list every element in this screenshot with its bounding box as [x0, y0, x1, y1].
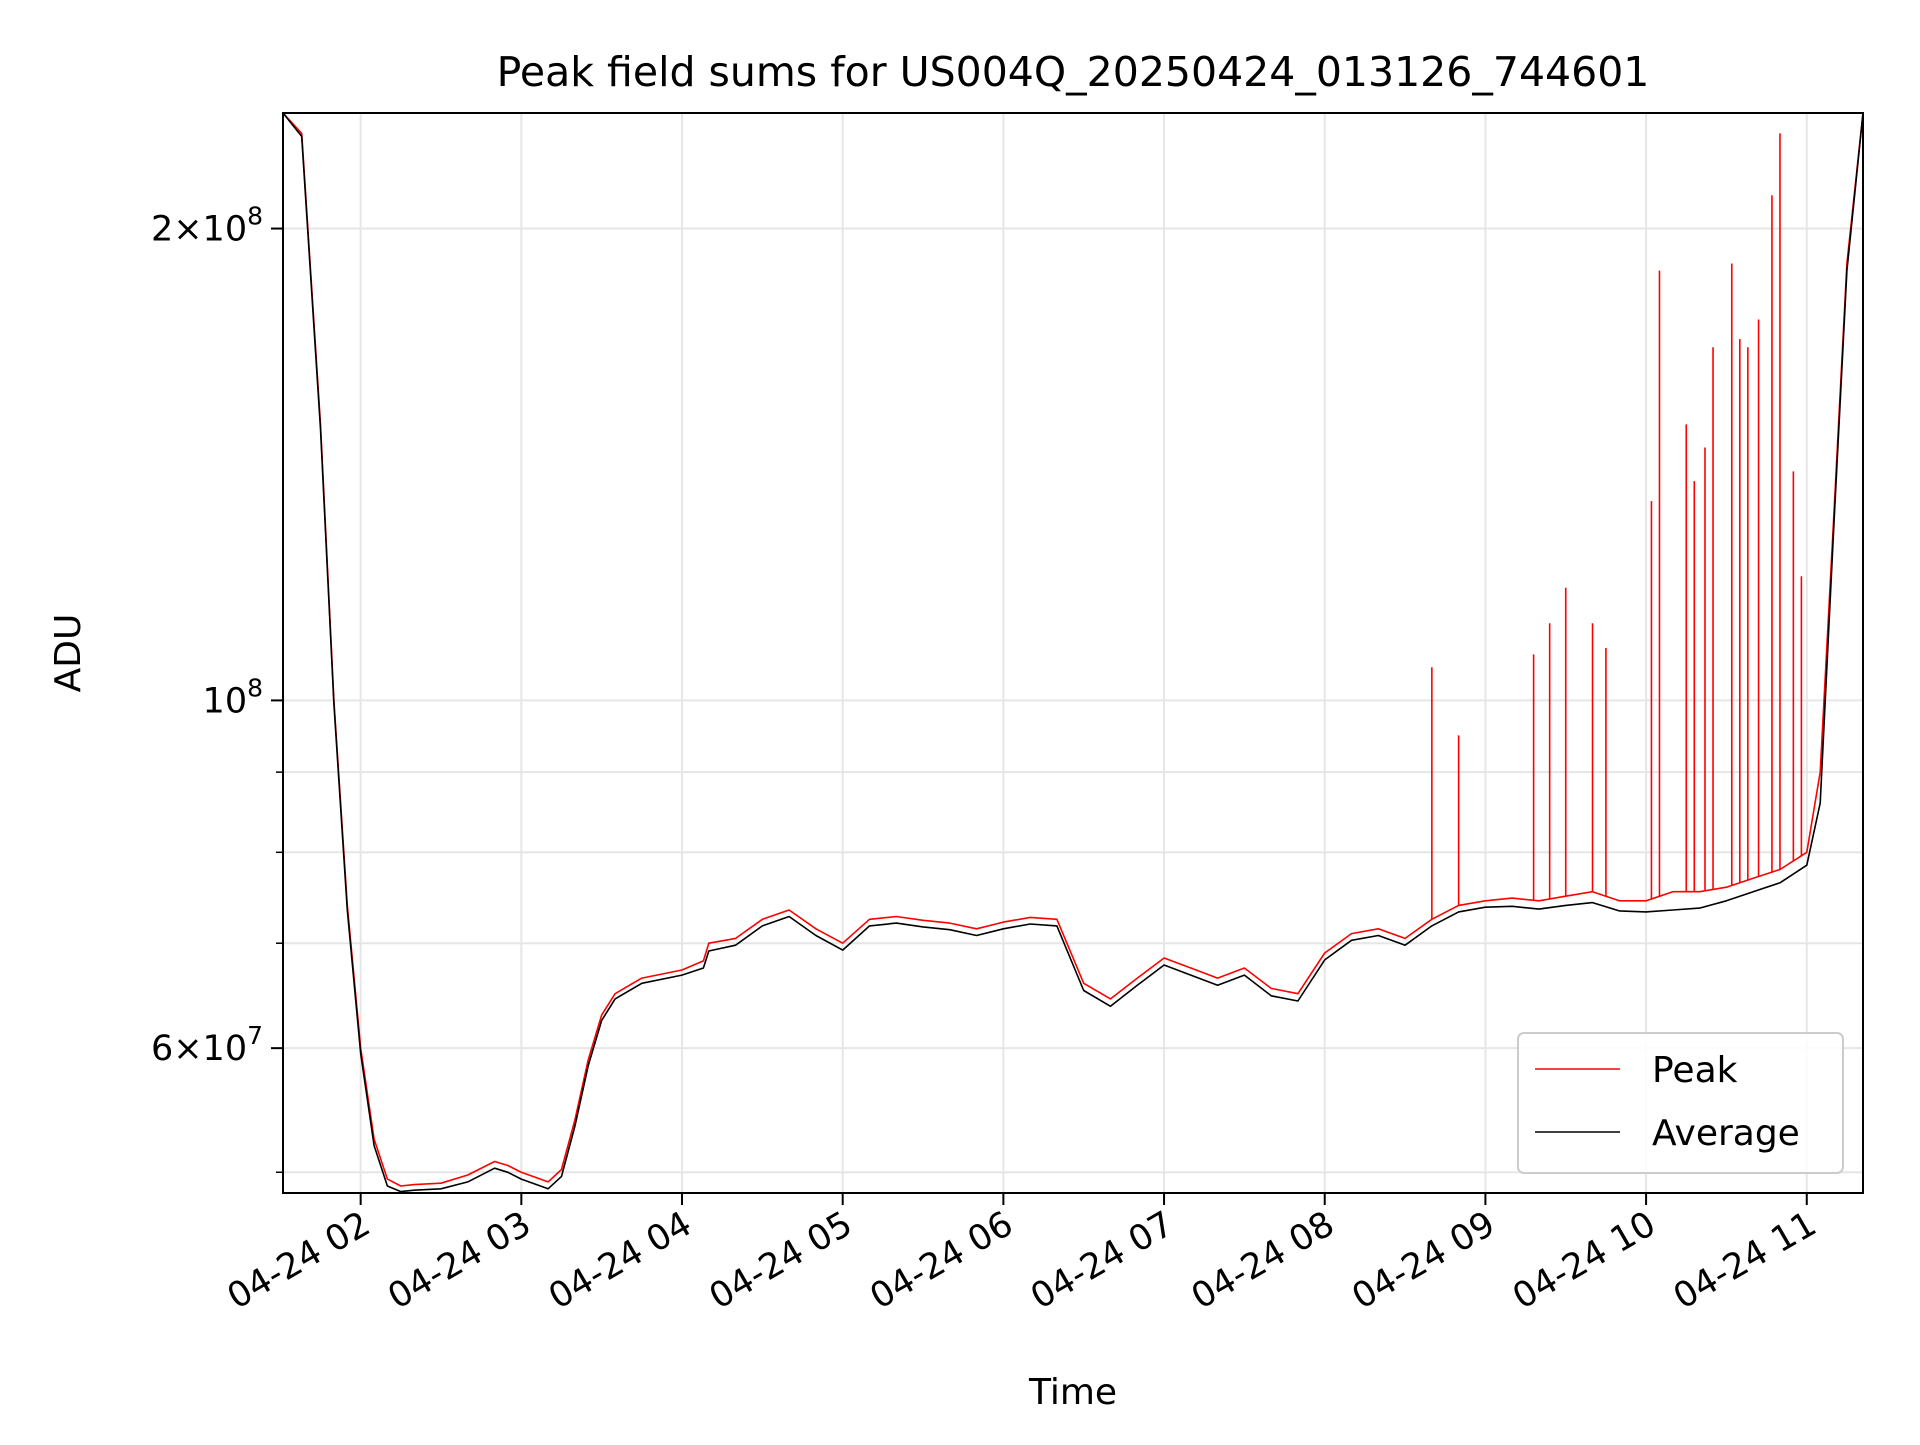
legend-average-label: Average: [1652, 1113, 1800, 1154]
y-tick-label: 6×107: [151, 1021, 263, 1069]
legend-peak-label: Peak: [1652, 1050, 1738, 1091]
legend: Peak Average: [1517, 1032, 1844, 1174]
y-tick-label: 2×108: [151, 202, 263, 250]
legend-box: [1517, 1032, 1844, 1174]
data-layer: [283, 113, 1863, 1193]
chart-title: Peak field sums for US004Q_20250424_0131…: [497, 48, 1650, 96]
y-axis-label: ADU: [48, 614, 89, 693]
plot-frame: [282, 112, 1864, 1194]
x-axis-label: Time: [1028, 1372, 1117, 1413]
series-line-average: [283, 113, 1863, 1193]
series-line-peak: [283, 113, 1863, 1187]
y-tick-label: 108: [203, 673, 263, 721]
